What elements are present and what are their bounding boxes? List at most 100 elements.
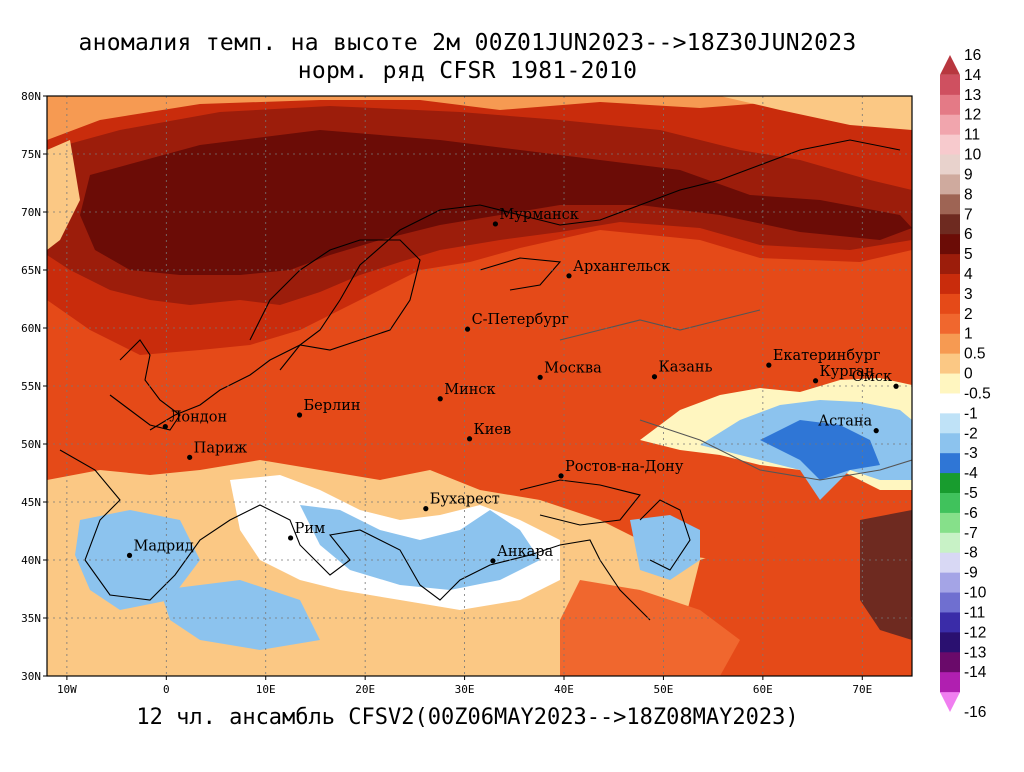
field-cool-balkans (300, 505, 540, 590)
colorbar-label: 0 (964, 366, 973, 383)
field-warm-middle-east (560, 580, 740, 676)
colorbar-swatch (940, 393, 960, 414)
colorbar-swatch (940, 293, 960, 315)
city-label: Омск (852, 369, 892, 385)
colorbar-swatch (940, 592, 960, 613)
colorbar-swatch (940, 453, 960, 474)
city-layer: Мурманск Архангельск С-Петербург Москва Каза… (126, 207, 899, 564)
colorbar-swatch (940, 313, 960, 335)
field-ne-edge (720, 96, 912, 130)
colorbar-label: 9 (964, 166, 973, 183)
colorbar-label: -7 (964, 525, 978, 542)
colorbar-label: -13 (964, 644, 986, 661)
colorbar-label: -16 (964, 704, 986, 721)
city-marker (287, 535, 294, 541)
colorbar-label: -10 (964, 585, 987, 602)
border-russia (559, 309, 761, 341)
colorbar-swatch (940, 114, 960, 136)
colorbar-label: 7 (964, 206, 973, 223)
city-marker (464, 326, 471, 332)
city-marker (766, 362, 772, 368)
city-label: Архангельск (573, 259, 670, 275)
city-marker (492, 221, 499, 227)
colorbar-swatch (940, 254, 960, 275)
city-label: Лондон (169, 410, 227, 426)
colorbar-swatch (940, 572, 960, 594)
city-label: Мадрид (134, 538, 194, 554)
colorbar-swatch (940, 134, 960, 156)
colorbar-swatch (940, 632, 960, 653)
colorbar-label: 6 (964, 226, 973, 243)
city-marker (566, 273, 572, 279)
city-marker (437, 396, 443, 402)
border-kazakhstan (639, 419, 912, 481)
ensemble-caption: 12 чл. ансамбль CFSV2(00Z06MAY2023-->18Z… (136, 705, 799, 730)
lat-tick-label: 75N (21, 148, 41, 161)
colorbar-label: -4 (964, 465, 978, 482)
lon-tick-label: 60E (753, 683, 773, 696)
city-label: Киев (474, 422, 512, 438)
city-label: Москва (544, 360, 602, 376)
city-marker (187, 454, 193, 460)
coastlines (59, 139, 912, 621)
colorbar-label: -0.5 (964, 385, 991, 402)
city-marker (296, 412, 303, 418)
colorbar-label: 12 (964, 107, 981, 124)
colorbar-swatch (940, 333, 960, 355)
lon-tick-label: 70E (852, 683, 872, 696)
coast-north (149, 139, 901, 431)
city-marker (812, 378, 819, 384)
colorbar-swatch (940, 612, 960, 633)
colorbar-label: -2 (964, 425, 978, 442)
lat-tick-label: 80N (21, 90, 41, 103)
colorbar-label: 5 (964, 246, 973, 263)
lat-tick-label: 35N (21, 612, 41, 625)
colorbar-label: -3 (964, 445, 978, 462)
colorbar-label: -12 (964, 624, 986, 641)
city-label: Париж (194, 440, 248, 456)
colorbar-label: 16 (964, 47, 981, 64)
colorbar-swatch (940, 652, 960, 673)
lon-tick-label: 10E (256, 683, 276, 696)
colorbar-swatch (940, 94, 960, 116)
colorbar-label: -11 (964, 604, 985, 621)
colorbar-label: -6 (964, 505, 978, 522)
lon-tick-label: 20E (355, 683, 375, 696)
lon-tick-label: 0 (163, 683, 170, 696)
lat-tick-label: 50N (21, 438, 41, 451)
field-hot-pamir (860, 510, 912, 640)
city-label: Ростов-на-Дону (565, 459, 684, 475)
colorbar-label: -9 (964, 565, 978, 582)
city-label: Курган (820, 364, 875, 380)
field-cold-east (760, 420, 880, 480)
colorbar-label: 1 (964, 326, 973, 343)
city-label: Анкара (497, 544, 554, 560)
field-north-edge (47, 96, 912, 140)
map-title-line-2: норм. ряд CFSR 1981-2010 (297, 58, 638, 84)
city-marker (893, 383, 899, 389)
colorbar-swatch (940, 353, 960, 375)
city-marker (558, 473, 564, 479)
lat-tick-label: 40N (21, 554, 41, 567)
city-marker (466, 436, 473, 442)
map-title-line-1: аномалия темп. на высоте 2м 00Z01JUN2023… (78, 30, 857, 56)
colorbar-label: -5 (964, 485, 978, 502)
coast-mediterranean (59, 449, 651, 621)
colorbar-label: 8 (964, 186, 973, 203)
colorbar-label: -8 (964, 545, 978, 562)
colorbar-label: 11 (964, 127, 980, 144)
colorbar-label: -1 (964, 405, 978, 422)
city-label: Бухарест (430, 492, 500, 508)
colorbar-swatch (940, 433, 960, 454)
lat-tick-label: 65N (21, 264, 41, 277)
city-marker (651, 374, 658, 380)
city-label: Минск (444, 382, 495, 398)
field-cool-caspian (630, 515, 700, 580)
city-label: С-Петербург (472, 312, 569, 328)
lon-tick-label: 10W (57, 683, 77, 696)
field-west-edge (47, 140, 80, 250)
colorbar-label: 0.5 (964, 346, 986, 363)
colorbar-label: 13 (964, 87, 981, 104)
lat-tick-label: 55N (21, 380, 41, 393)
